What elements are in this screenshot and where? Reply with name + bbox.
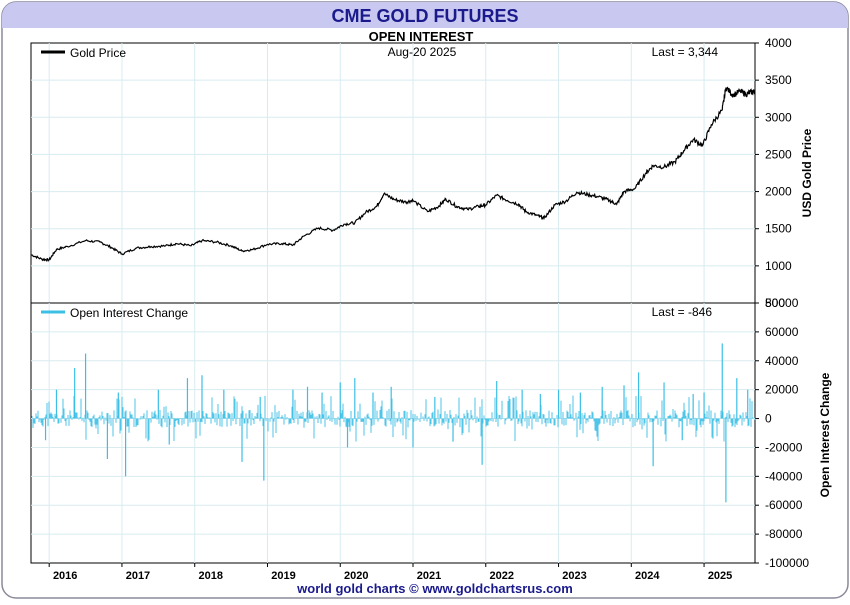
oi-legend-label: Open Interest Change (70, 306, 188, 320)
oi-y-tick-label: -80000 (765, 527, 803, 541)
oi-last-label: Last = -846 (652, 305, 713, 319)
price-y-tick-label: 2500 (765, 147, 792, 161)
chart-title: CME GOLD FUTURES (332, 6, 519, 26)
chart-subtitle: OPEN INTEREST (369, 29, 474, 44)
x-tick-label: 2021 (417, 570, 441, 582)
price-panel: 500 1000 1500 2000 2500 3000 3500 4000 Gold Pri… (30, 36, 814, 310)
oi-y-tick-label: -20000 (765, 440, 803, 454)
price-y-tick-label: 500 (765, 296, 785, 310)
oi-y-axis-title: Open Interest Change (818, 372, 832, 497)
x-tick-label: 2018 (198, 570, 222, 582)
x-tick-label: 2016 (53, 570, 77, 582)
price-y-axis-title: USD Gold Price (800, 128, 814, 217)
oi-y-axis: -100000 -80000 -60000 -40000 -20000 0 20000 400… (755, 296, 809, 570)
price-series-line (30, 86, 756, 263)
price-y-tick-label: 2000 (765, 185, 792, 199)
x-tick-label: 2024 (635, 570, 660, 582)
x-tick-label: 2020 (344, 570, 368, 582)
oi-y-tick-label: 0 (765, 412, 772, 426)
price-y-tick-label: 3500 (765, 73, 792, 87)
x-tick-label: 2025 (708, 570, 732, 582)
title-band (2, 2, 848, 28)
price-legend-label: Gold Price (70, 46, 126, 60)
oi-y-tick-label: -40000 (765, 469, 803, 483)
oi-y-tick-label: 60000 (765, 325, 799, 339)
x-tick-label: 2022 (490, 570, 514, 582)
oi-y-tick-label: 80000 (765, 296, 799, 310)
price-plot-area (30, 42, 756, 304)
x-tick-label: 2017 (126, 570, 150, 582)
x-tick-label: 2019 (271, 570, 295, 582)
oi-y-tick-label: -60000 (765, 498, 803, 512)
footer-credit: world gold charts © www.goldchartsrus.co… (296, 581, 573, 596)
x-axis: 2016 2017 2018 2019 2020 2021 2022 2023 2024 2025 (48, 563, 732, 582)
oi-y-tick-label: 40000 (765, 354, 799, 368)
price-y-tick-label: 3000 (765, 110, 792, 124)
x-tick-label: 2023 (562, 570, 586, 582)
oi-panel: -100000 -80000 -60000 -40000 -20000 0 20000 400… (30, 296, 832, 570)
oi-y-tick-label: 20000 (765, 383, 799, 397)
date-label: Aug-20 2025 (388, 45, 457, 59)
price-y-tick-label: 1000 (765, 259, 792, 273)
price-y-tick-label: 4000 (765, 36, 792, 50)
price-gridlines (31, 43, 755, 303)
price-last-label: Last = 3,344 (652, 45, 719, 59)
oi-y-tick-label: -100000 (765, 556, 809, 570)
price-y-tick-label: 1500 (765, 222, 792, 236)
oi-bars (31, 343, 756, 503)
price-y-axis: 500 1000 1500 2000 2500 3000 3500 4000 (755, 36, 792, 310)
